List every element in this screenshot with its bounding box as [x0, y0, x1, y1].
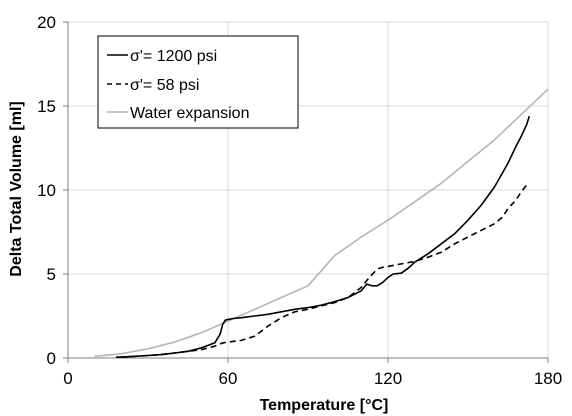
y-tick-label: 5 [47, 265, 56, 284]
y-tick-label: 20 [37, 13, 56, 32]
legend-box [97, 35, 299, 129]
legend-label-1200-psi: σ'= 1200 psi [130, 48, 217, 65]
y-tick-label: 15 [37, 97, 56, 116]
y-tick-label: 10 [37, 181, 56, 200]
y-axis-title: Delta Total Volume [ml] [8, 101, 25, 276]
axes [63, 21, 549, 363]
legend: σ'= 1200 psi σ'= 58 psi Water expansion [97, 35, 299, 129]
x-tick-label: 180 [534, 369, 562, 388]
legend-label-58-psi: σ'= 58 psi [130, 77, 199, 94]
x-tick-label: 0 [63, 369, 72, 388]
y-tick-label: 0 [47, 349, 56, 368]
x-axis-title: Temperature [°C] [260, 397, 389, 414]
series-line-1200-psi [115, 115, 531, 358]
series-lines [94, 88, 549, 358]
series-line-water-expansion [94, 88, 549, 358]
legend-label-water-expansion: Water expansion [130, 105, 249, 122]
x-tick-label: 60 [219, 369, 238, 388]
x-tick-label: 120 [374, 369, 402, 388]
tick-labels: 0 60 120 180 0 5 10 15 20 [37, 13, 562, 388]
series-line-58-psi [121, 184, 528, 358]
